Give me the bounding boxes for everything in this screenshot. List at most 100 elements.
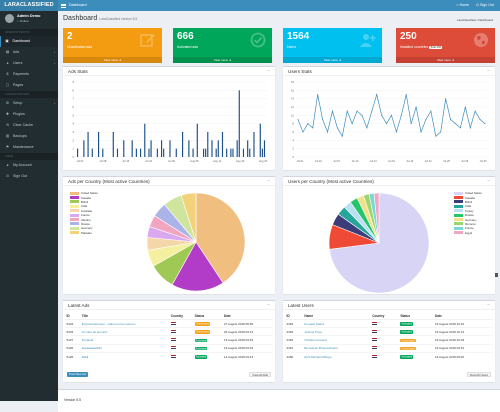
users-country-legend: United States Canada Brazil India Turkey Russ… [454, 191, 482, 235]
backups-icon: ▥ [5, 134, 10, 138]
panel-title: Ads Stats [63, 67, 275, 76]
post-new-ad-button[interactable]: Post New Ad [67, 372, 88, 377]
legend-item: Turkey [454, 209, 482, 213]
latest-users-panel: Latest Users − ID Name Country Status Date 2… [283, 300, 495, 382]
ads-icon: ▤ [5, 50, 10, 54]
sidebar-item-ads[interactable]: ▤ Ads ‹ [0, 47, 58, 58]
view-all-users-button[interactable]: View All Users [466, 372, 491, 377]
collapse-icon[interactable]: − [267, 68, 270, 74]
view-more-link[interactable]: View more ➔ [283, 57, 382, 63]
bar [230, 148, 232, 157]
status-badge: Unactivated [400, 346, 417, 351]
view-more-link[interactable]: View more ➔ [173, 57, 272, 63]
row-title-link[interactable]: Empresa Eireneo – Allen tool ten warren [80, 318, 170, 328]
legend-swatch [70, 196, 79, 200]
status-badge: Activated [400, 322, 414, 326]
row-title-link[interactable]: aaaaaaaaa#44 [80, 343, 170, 353]
data-point [366, 127, 368, 129]
sidebar-item-backups[interactable]: ▥ Backups [0, 131, 58, 142]
legend-swatch [454, 204, 463, 208]
bar [253, 132, 255, 157]
stat-box[interactable]: 1564 Users View more ➔ [283, 28, 382, 63]
sidebar-item-my-account[interactable]: ● My Account [0, 160, 58, 171]
sidebar-toggle-icon[interactable] [61, 3, 66, 8]
row-title-link[interactable]: Christie Crossett [302, 335, 371, 345]
sidebar-item-users[interactable]: ● Users ‹ [0, 58, 58, 69]
legend-item: India [70, 204, 98, 208]
stat-label-text: Users [287, 45, 297, 49]
stat-label: Activated ads [177, 45, 198, 49]
account-icon: ● [6, 163, 9, 167]
view-more-link[interactable]: View more ➔ [63, 57, 162, 63]
sidebar-item-maintenance[interactable]: ⚑ Maintenance [0, 142, 58, 153]
latest-users-table: ID Name Country Status Date 2364 Kouassi Diar… [285, 312, 493, 361]
bar [217, 140, 219, 157]
stat-box[interactable]: 250 Installed countries Total 250 View more… [396, 28, 495, 63]
sidebar-item-clear-cache[interactable]: ⟲ Clear Cache [0, 120, 58, 131]
data-point [376, 94, 378, 95]
legend-item: Canada [454, 195, 482, 200]
legend-item: Canada [70, 195, 98, 200]
top-navbar: LARACLASSIFIED Dashboard ⌂ Home ⏻ Sign O… [0, 0, 500, 11]
sidebar-item-sign-out[interactable]: ⏻ Sign Out [0, 171, 58, 182]
collapse-icon[interactable]: − [487, 302, 490, 308]
stat-box[interactable]: 666 Activated ads View more ➔ [173, 28, 272, 63]
row-date: 16 August 2018 10:24 [433, 318, 493, 328]
sidebar-item-plugins[interactable]: ✚ Plugins [0, 109, 58, 120]
column-header: ID [65, 312, 81, 320]
data-point [361, 114, 363, 116]
app-logo[interactable]: LARACLASSIFIED [0, 0, 58, 11]
collapse-icon[interactable]: − [487, 178, 490, 184]
row-status: Activated [193, 335, 223, 345]
data-point [469, 127, 471, 129]
view-all-ads-button[interactable]: View All Ads [249, 372, 271, 377]
table-row: 2361 Benedetto Brisposchierro Unactivated 1… [285, 343, 493, 353]
row-id: 2362 [285, 335, 303, 345]
bar [247, 140, 249, 157]
pie-slice [180, 192, 197, 243]
stat-box[interactable]: 2 Unactivated ads View more ➔ [63, 28, 162, 63]
scroll-top-icon[interactable] [495, 273, 498, 277]
sidebar-item-setup[interactable]: ⚙ Setup ‹ [0, 98, 58, 109]
row-title-link[interactable]: Kouassi Diarra [302, 318, 371, 328]
row-title-link[interactable]: Furlands [80, 335, 170, 345]
breadcrumb[interactable]: LaraClassified / Dashboard [456, 18, 493, 22]
pages-icon: ▢ [5, 83, 10, 87]
data-point [479, 119, 481, 120]
row-title-link[interactable]: Emil Michael Mbugu [302, 351, 371, 361]
row-title-link[interactable]: Joshua Pope [302, 327, 371, 336]
y-tick-label: 9 [73, 80, 75, 84]
signout-link[interactable]: ⏻ Sign Out [476, 3, 494, 7]
column-header: Country [370, 312, 399, 320]
sidebar-item-pages[interactable]: ▢ Pages [0, 80, 58, 91]
collapse-icon[interactable]: − [267, 178, 270, 184]
sidebar-item-dashboard[interactable]: ▣ Dashboard [0, 36, 58, 47]
view-more-link[interactable]: View more ➔ [396, 57, 495, 63]
collapse-icon[interactable]: − [267, 302, 270, 308]
row-title-link[interactable]: klkkjl [80, 351, 170, 361]
home-link[interactable]: ⌂ Home [456, 3, 470, 7]
bar [203, 148, 205, 157]
payments-icon: $ [6, 72, 9, 76]
stat-value: 2 [67, 31, 73, 42]
row-title-link[interactable]: Un vélo de anuncio [80, 327, 170, 336]
legend-label: Morocco [465, 221, 476, 226]
legend-item: United States [70, 191, 98, 195]
sidebar-item-payments[interactable]: $ Payments [0, 69, 58, 80]
data-point [336, 127, 338, 129]
legend-swatch [454, 222, 463, 226]
x-tick-label: Jul 10 [351, 159, 358, 163]
row-title-link[interactable]: Benedetto Brisposchierro [302, 343, 371, 353]
data-point [405, 94, 407, 95]
collapse-icon[interactable]: − [487, 68, 490, 74]
top-breadcrumb[interactable]: Dashboard [69, 3, 87, 7]
table-row: 5426 aaaaaaaaa#44 Activated 16 August 2018 … [65, 343, 273, 353]
x-tick-label: Jul 29 [168, 159, 175, 163]
sidebar-item-label: Backups [13, 134, 27, 138]
status-badge: Unactivated [194, 330, 211, 335]
bar [175, 148, 177, 157]
bar [261, 148, 263, 157]
bar [91, 148, 93, 157]
stat-label: Installed countries Total 250 [400, 45, 443, 49]
status-badge: Unactivated [400, 338, 417, 343]
